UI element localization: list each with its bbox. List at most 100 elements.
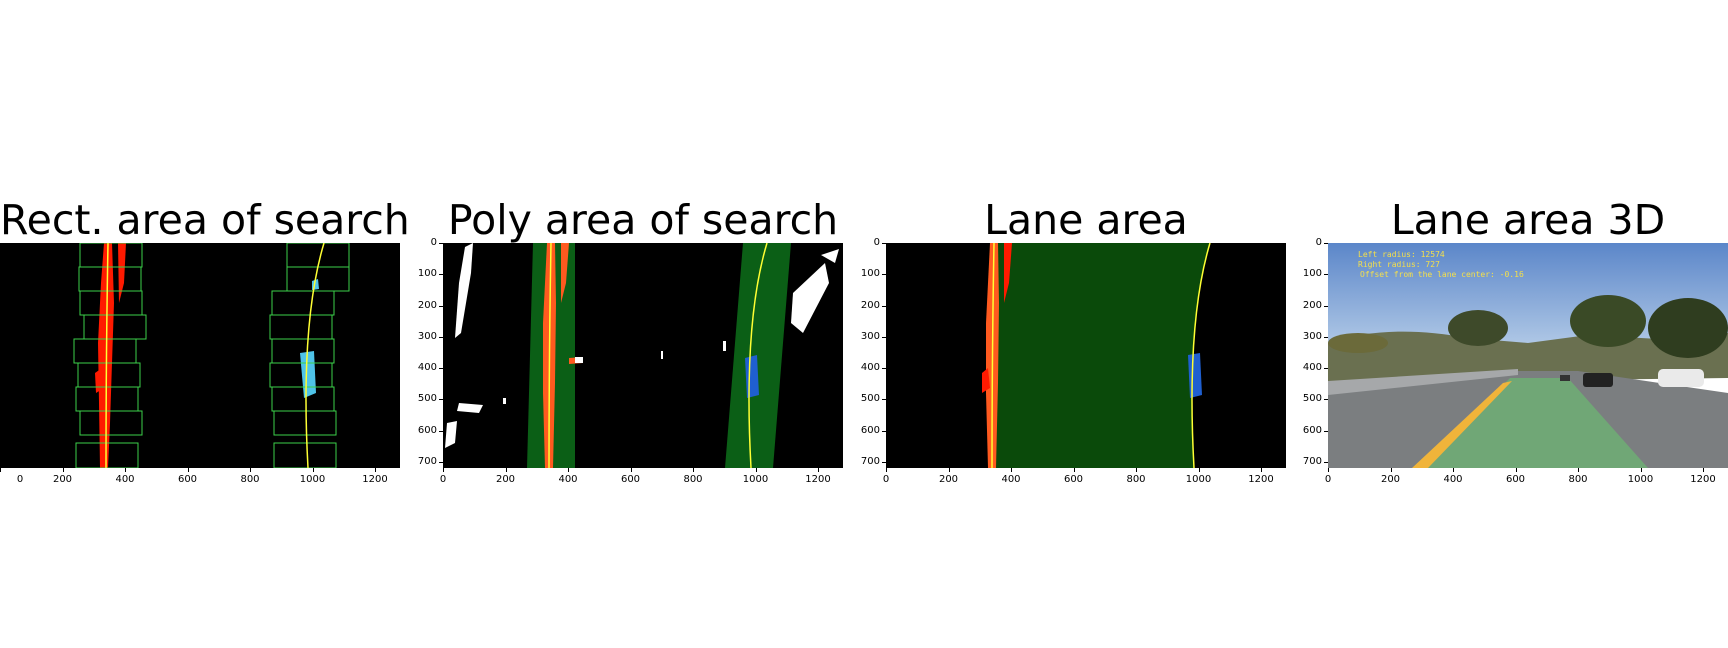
- y-tick-label: 600: [1302, 424, 1322, 436]
- y-tick-label: 0: [1315, 237, 1322, 248]
- y-tick-mark: [1324, 430, 1328, 432]
- lane-area-image: [886, 243, 1286, 468]
- x-tick-label: 1000: [742, 474, 769, 485]
- y-tick-mark: [439, 336, 443, 338]
- x-tick-label: 1200: [1690, 474, 1716, 485]
- y-tick-label: 700: [860, 455, 880, 467]
- x-tick-mark: [568, 468, 569, 472]
- poly-search-image: [443, 243, 843, 468]
- x-tick-mark: [505, 468, 507, 472]
- x-tick-label: 200: [52, 474, 73, 485]
- y-tick-mark: [1324, 336, 1328, 338]
- y-tick-label: 200: [860, 299, 880, 311]
- x-tick-label: 400: [1443, 474, 1463, 485]
- x-tick-mark: [1453, 468, 1454, 472]
- x-tick-label: 200: [938, 474, 959, 485]
- y-tick-mark: [439, 368, 443, 369]
- x-tick-label: 0: [16, 474, 24, 485]
- y-tick-mark: [1324, 243, 1328, 244]
- y-tick-label: 500: [860, 393, 880, 405]
- x-tick-mark: [375, 468, 376, 472]
- x-tick-label: 600: [1505, 474, 1526, 485]
- y-tick-label: 700: [1302, 455, 1322, 467]
- x-tick-mark: [755, 468, 757, 472]
- offset-text: Offset from the lane center: -0.16: [1360, 270, 1524, 279]
- x-tick-label: 1000: [299, 474, 326, 485]
- y-tick-label: 200: [417, 299, 437, 311]
- x-tick-mark: [886, 468, 887, 472]
- panel-title: Rect. area of search: [0, 196, 410, 244]
- plot-lane-area-3d: Left radius: 12574 Right radius: 727 Off…: [1328, 243, 1728, 468]
- x-tick-label: 0: [439, 474, 447, 485]
- y-tick-label: 600: [417, 424, 437, 436]
- x-tick-mark: [1136, 468, 1137, 472]
- y-tick-label: 400: [860, 362, 880, 373]
- panel-title: Lane area: [984, 196, 1188, 244]
- x-tick-mark: [1703, 468, 1704, 472]
- x-tick-mark: [1198, 468, 1200, 472]
- x-tick-label: 600: [620, 474, 641, 485]
- x-tick-label: 400: [115, 474, 135, 485]
- x-tick-mark: [948, 468, 950, 472]
- y-tick-mark: [1324, 399, 1328, 401]
- y-tick-label: 700: [417, 455, 437, 467]
- left-radius-text: Left radius: 12574: [1358, 250, 1445, 259]
- x-tick-label: 1200: [805, 474, 831, 485]
- y-tick-label: 400: [1302, 362, 1322, 373]
- x-tick-label: 800: [1126, 474, 1146, 485]
- y-tick-label: 0: [873, 237, 880, 248]
- x-tick-mark: [693, 468, 694, 472]
- y-tick-mark: [439, 399, 443, 401]
- x-tick-mark: [1640, 468, 1642, 472]
- panel-title: Lane area 3D: [1390, 196, 1666, 244]
- x-tick-label: 600: [1063, 474, 1084, 485]
- x-tick-label: 400: [1001, 474, 1021, 485]
- plot-lane-area: [886, 243, 1286, 468]
- y-tick-mark: [1324, 368, 1328, 369]
- x-tick-label: 1000: [1185, 474, 1212, 485]
- x-tick-label: 200: [495, 474, 516, 485]
- x-tick-label: 800: [683, 474, 703, 485]
- y-tick-label: 300: [1302, 330, 1322, 342]
- x-tick-label: 600: [177, 474, 198, 485]
- x-tick-label: 1200: [362, 474, 388, 485]
- y-tick-label: 200: [1302, 299, 1322, 311]
- x-tick-mark: [443, 468, 444, 472]
- y-tick-mark: [882, 305, 886, 307]
- x-tick-label: 400: [558, 474, 578, 485]
- rect-search-image: [0, 243, 400, 468]
- y-tick-label: 100: [417, 268, 437, 280]
- x-tick-label: 0: [1324, 474, 1332, 485]
- y-tick-mark: [439, 430, 443, 432]
- x-tick-label: 1200: [1248, 474, 1274, 485]
- x-tick-mark: [0, 468, 1, 472]
- x-tick-label: 800: [1568, 474, 1588, 485]
- x-tick-mark: [250, 468, 251, 472]
- y-tick-label: 400: [417, 362, 437, 373]
- y-tick-label: 600: [860, 424, 880, 436]
- y-tick-label: 100: [860, 268, 880, 280]
- x-tick-mark: [1578, 468, 1579, 472]
- x-tick-mark: [62, 468, 64, 472]
- x-tick-mark: [312, 468, 314, 472]
- plot-rect-search: [0, 243, 400, 468]
- y-tick-mark: [439, 243, 443, 244]
- y-tick-mark: [882, 274, 886, 276]
- x-tick-mark: [1261, 468, 1262, 472]
- x-tick-mark: [187, 468, 189, 472]
- y-tick-mark: [1324, 461, 1328, 463]
- y-tick-mark: [439, 305, 443, 307]
- y-tick-label: 100: [1302, 268, 1322, 280]
- x-tick-label: 200: [1380, 474, 1401, 485]
- road-photo: Left radius: 12574 Right radius: 727 Off…: [1328, 243, 1728, 468]
- y-tick-mark: [882, 430, 886, 432]
- x-tick-mark: [1073, 468, 1075, 472]
- y-tick-mark: [882, 461, 886, 463]
- x-tick-mark: [1328, 468, 1329, 472]
- x-tick-mark: [1390, 468, 1392, 472]
- y-tick-mark: [439, 461, 443, 463]
- y-tick-mark: [882, 243, 886, 244]
- y-tick-mark: [882, 399, 886, 401]
- panel-title: Poly area of search: [447, 196, 839, 244]
- y-tick-mark: [1324, 274, 1328, 276]
